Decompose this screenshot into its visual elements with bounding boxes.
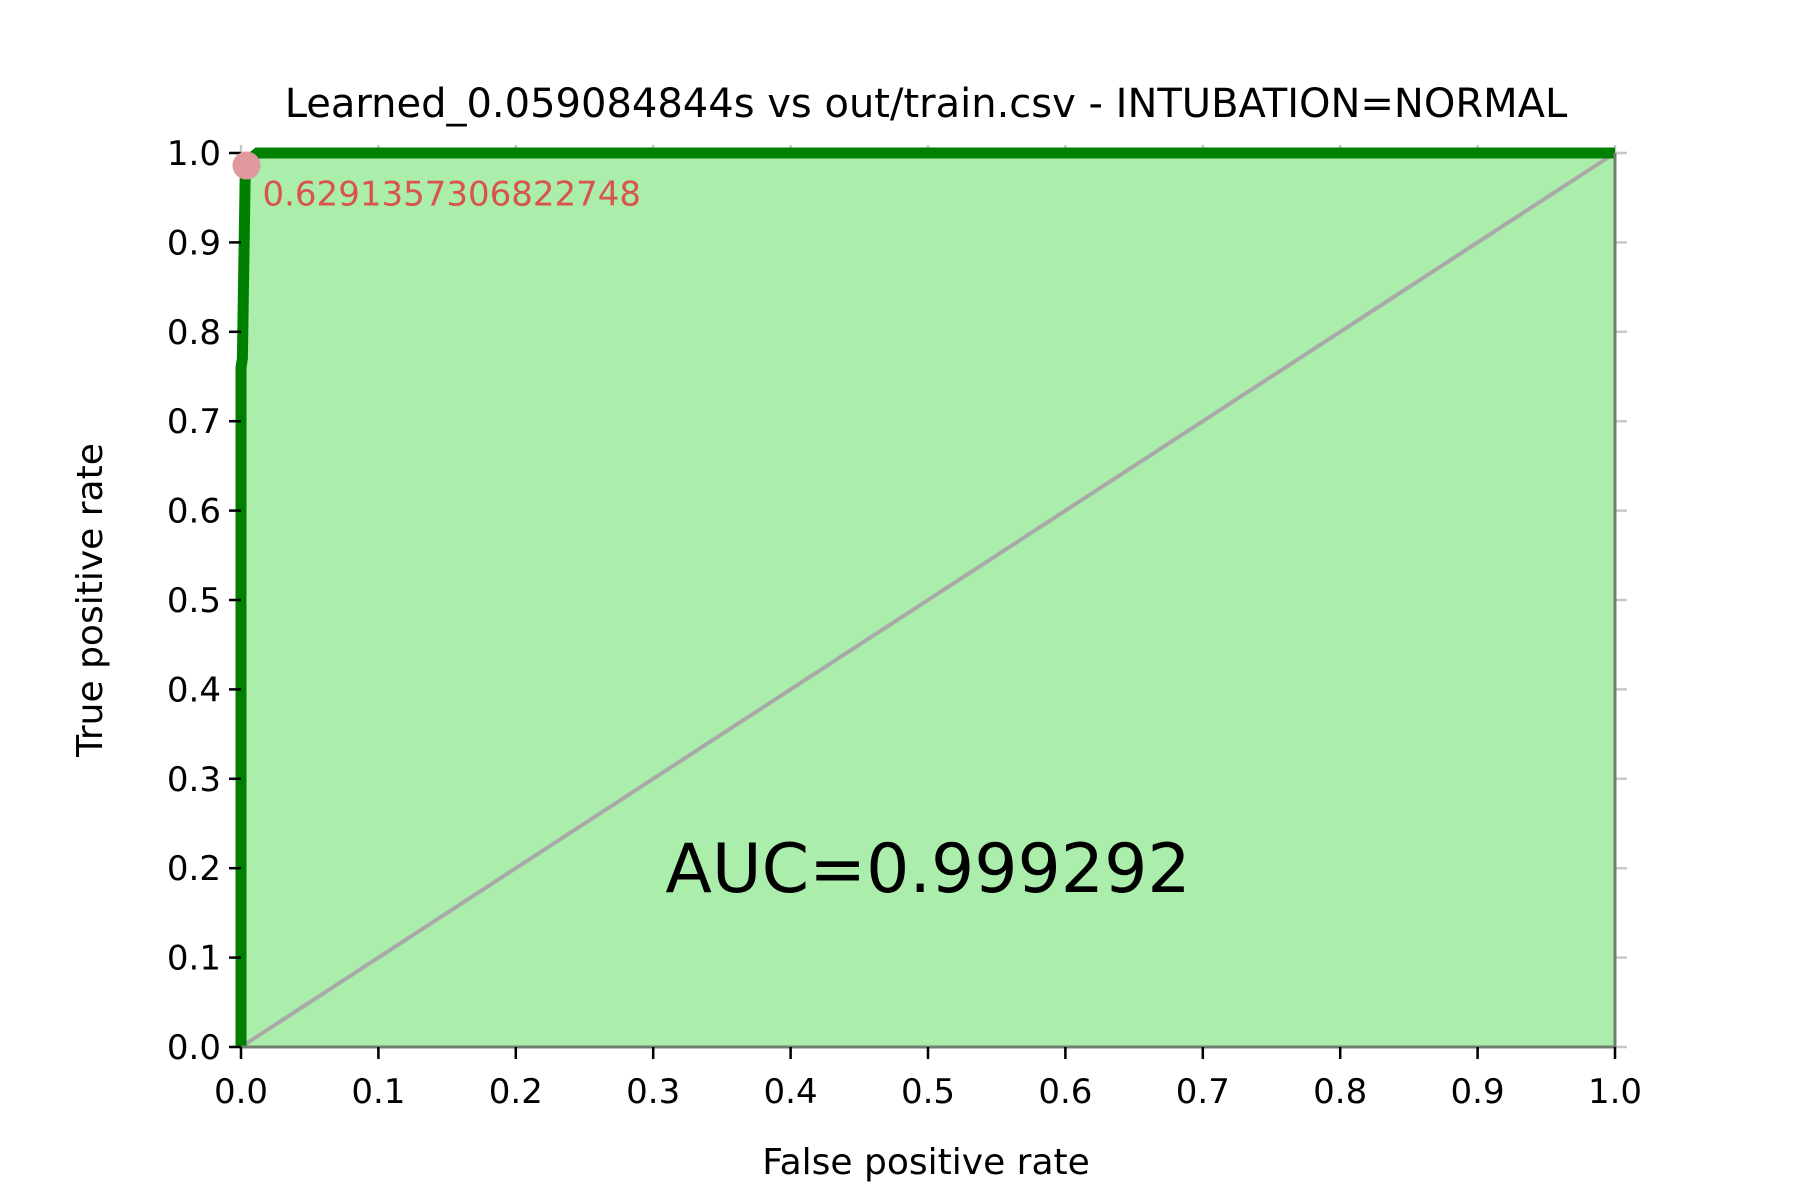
threshold-marker bbox=[232, 151, 261, 180]
y-tick-label: 1.0 bbox=[167, 134, 221, 174]
x-tick-label: 0.2 bbox=[489, 1072, 543, 1112]
y-tick-label: 0.1 bbox=[167, 939, 221, 979]
x-tick-label: 0.6 bbox=[1038, 1072, 1092, 1112]
y-tick-label: 0.5 bbox=[167, 581, 221, 621]
ticks: 0.0 0.1 0.2 0.3 0.4 0.5 0.6 0.7 0.8 0.9 1.0 0.0 0.1 0… bbox=[167, 134, 1642, 1112]
y-tick-label: 0.2 bbox=[167, 849, 221, 889]
y-tick-label: 0.6 bbox=[167, 492, 221, 532]
y-tick-label: 0.0 bbox=[167, 1028, 221, 1068]
x-tick-label: 0.4 bbox=[764, 1072, 818, 1112]
random-classifier-diagonal bbox=[239, 151, 1617, 1049]
y-tick-label: 0.7 bbox=[167, 402, 221, 442]
x-tick-label: 0.3 bbox=[626, 1072, 680, 1112]
x-tick-label: 0.0 bbox=[214, 1072, 268, 1112]
x-tick-label: 0.1 bbox=[351, 1072, 405, 1112]
x-tick-label: 0.8 bbox=[1313, 1072, 1367, 1112]
x-axis-label: False positive rate bbox=[762, 1142, 1090, 1183]
x-tick-label: 0.5 bbox=[901, 1072, 955, 1112]
y-tick-label: 0.3 bbox=[167, 760, 221, 800]
chart-title: Learned_0.059084844s vs out/train.csv - … bbox=[285, 81, 1568, 127]
y-tick-label: 0.4 bbox=[167, 670, 221, 710]
threshold-point: 0.6291357306822748 bbox=[232, 151, 641, 215]
y-axis-label: True positive rate bbox=[70, 443, 111, 758]
x-tick-label: 1.0 bbox=[1588, 1072, 1642, 1112]
diagonal-line bbox=[239, 151, 1617, 1049]
auc-annotation: AUC=0.999292 bbox=[665, 830, 1190, 909]
x-tick-label: 0.9 bbox=[1451, 1072, 1505, 1112]
threshold-label: 0.6291357306822748 bbox=[262, 175, 641, 215]
y-tick-label: 0.8 bbox=[167, 313, 221, 353]
x-tick-label: 0.7 bbox=[1176, 1072, 1230, 1112]
y-tick-label: 0.9 bbox=[167, 223, 221, 263]
